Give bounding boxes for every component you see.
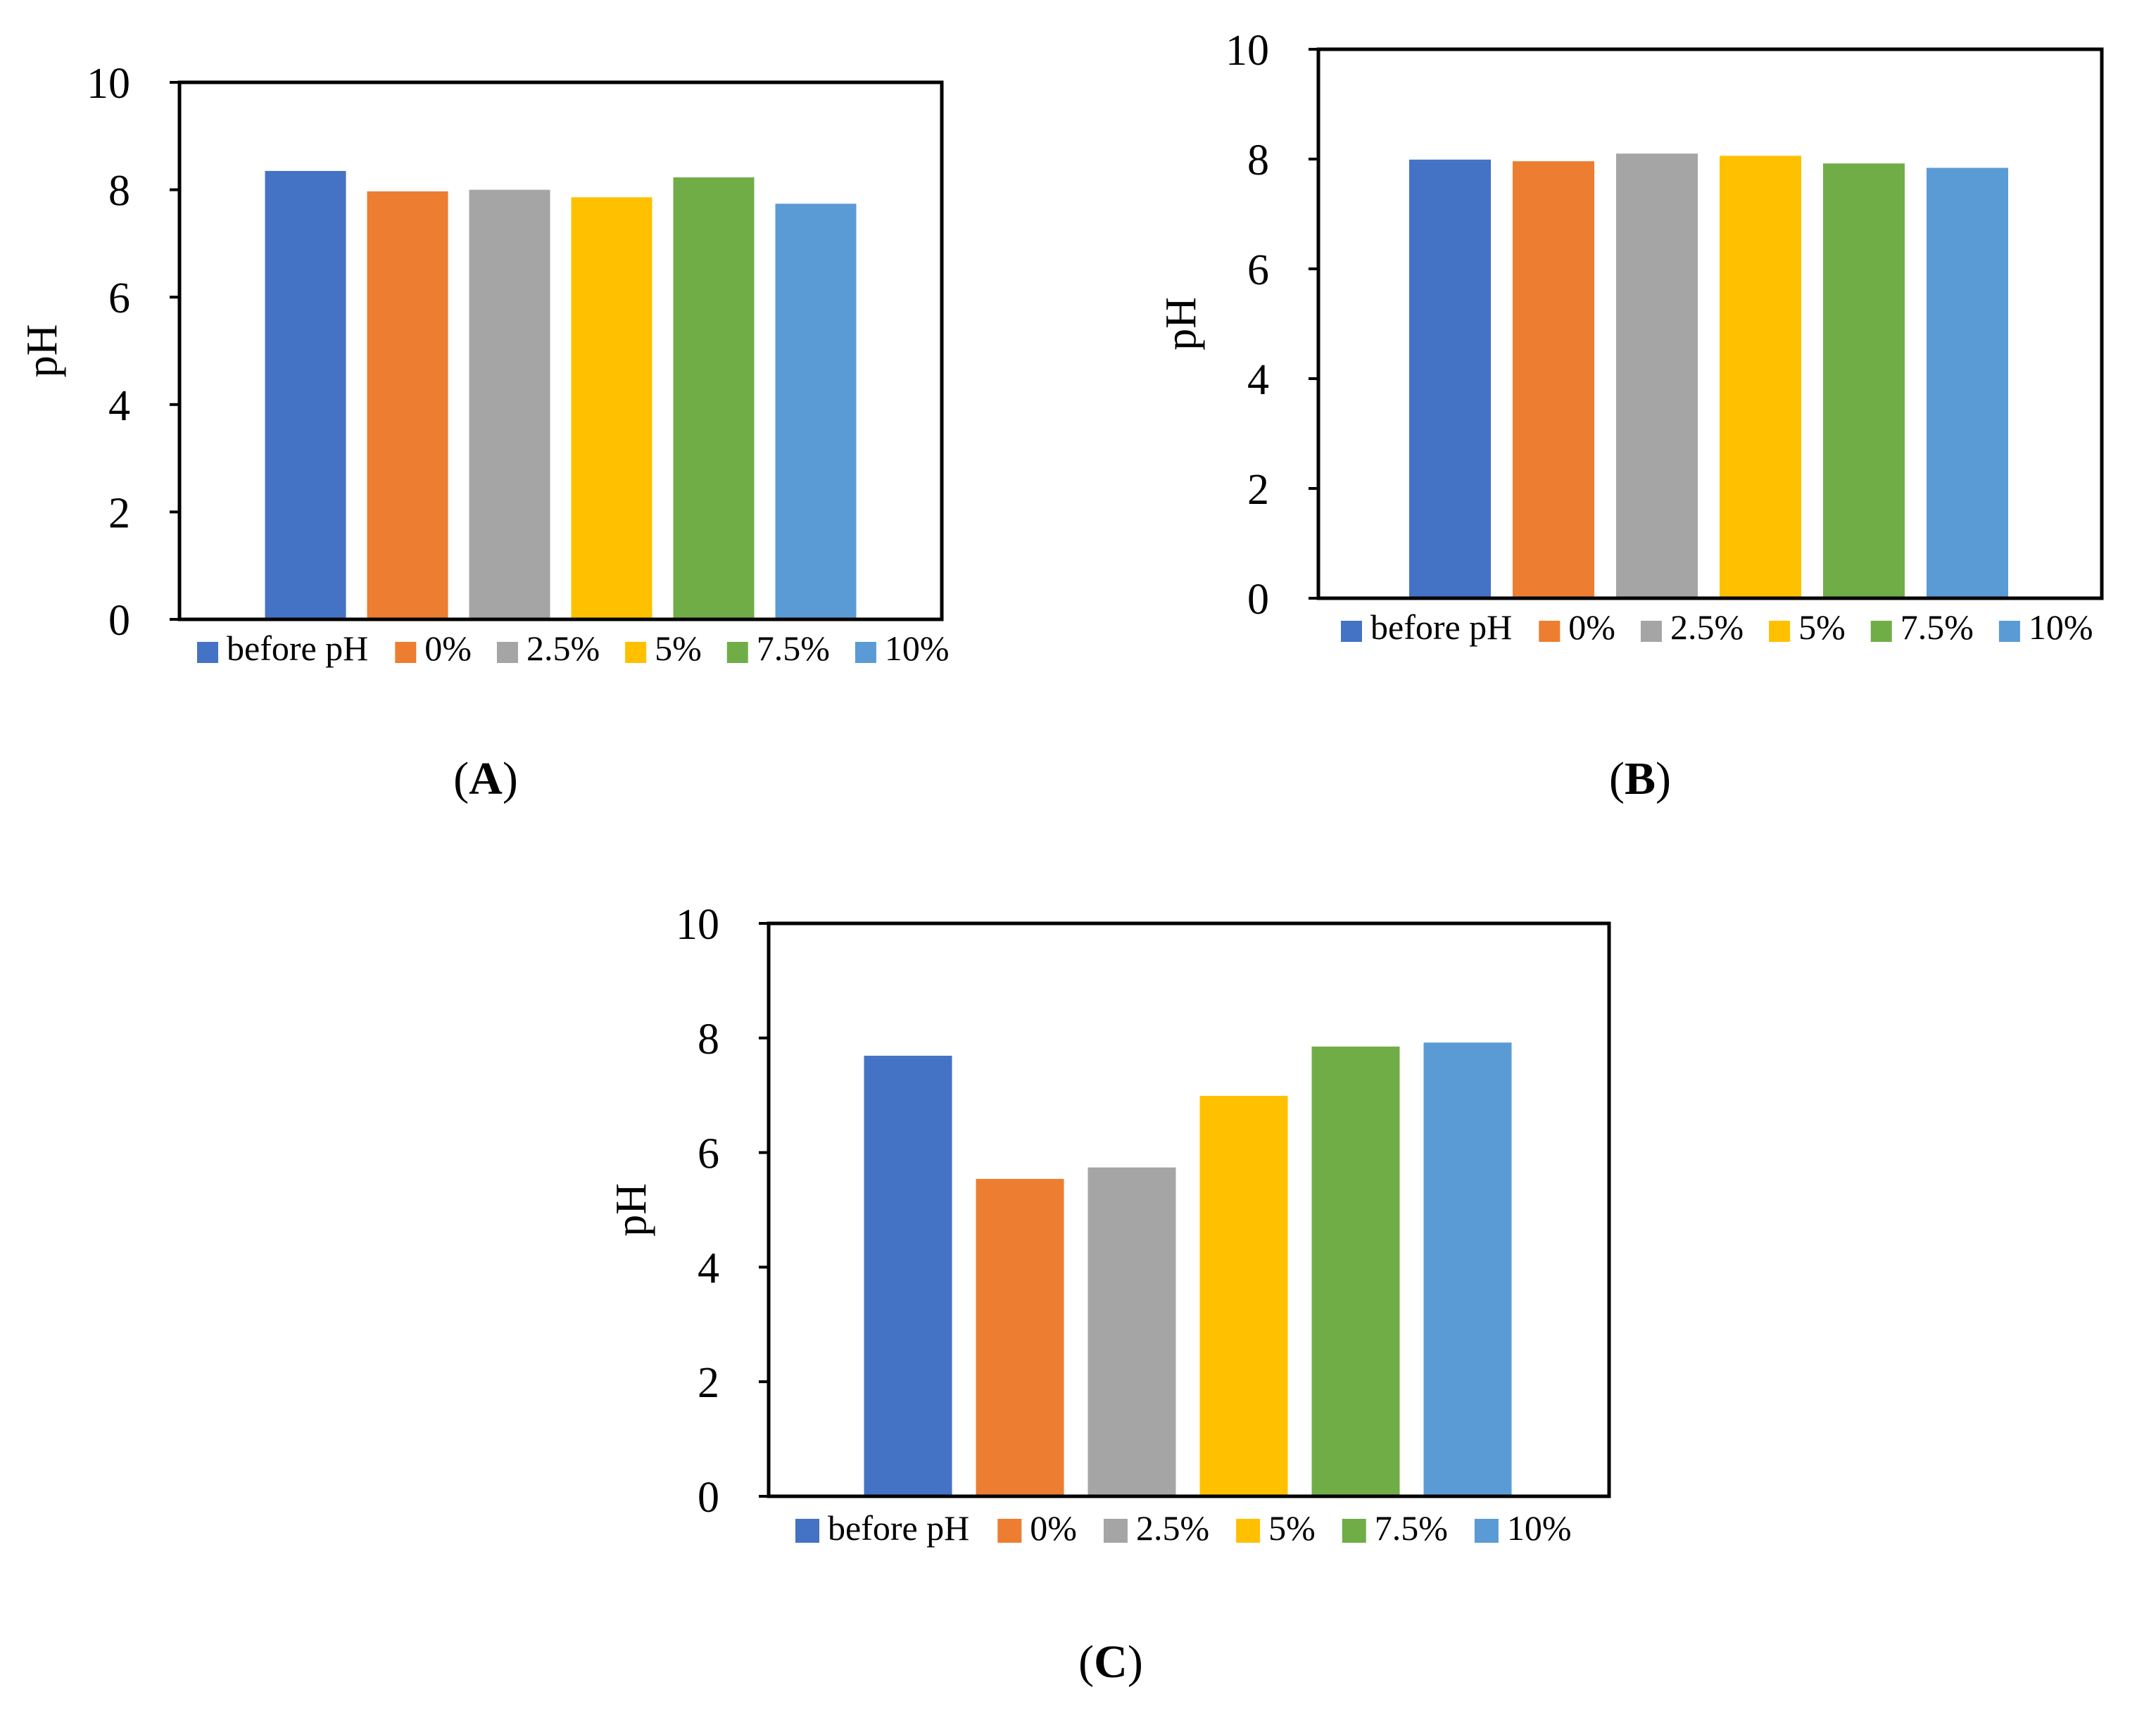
y-tick-label: 6 (698, 1130, 719, 1178)
legend-label: 2.5% (527, 629, 600, 668)
legend-swatch (997, 1519, 1022, 1543)
bar-c-2 (1088, 1167, 1176, 1496)
panel-label-b: (B) (1609, 753, 1671, 804)
plot-frame (767, 921, 1611, 1498)
y-tick-label: 2 (698, 1359, 719, 1407)
bar-b-2 (1616, 153, 1698, 598)
legend-label: 0% (424, 629, 472, 668)
legend-label: 5% (1268, 1508, 1316, 1548)
y-tick-label: 8 (1247, 137, 1269, 184)
bar-c-3 (1199, 1096, 1288, 1496)
y-tick-label: 0 (698, 1474, 719, 1522)
legend-swatch (1342, 1519, 1366, 1543)
panel-label-a: (A) (453, 753, 518, 804)
bar-a-1 (367, 191, 448, 619)
panel-label-c: (C) (1078, 1636, 1143, 1688)
y-axis-title: pH (18, 324, 66, 378)
y-axis-title: pH (1157, 297, 1205, 350)
bar-b-1 (1513, 161, 1594, 598)
legend-swatch (1998, 621, 2020, 642)
legend-swatch (1103, 1519, 1128, 1543)
bar-a-3 (571, 197, 653, 620)
legend-swatch (1870, 621, 1892, 642)
y-tick-label: 2 (1247, 466, 1269, 514)
legend-label: 10% (1507, 1508, 1572, 1548)
legend: before pH 0% 2.5% 5% 7.5% 10% (197, 629, 950, 668)
legend-label: 2.5% (1136, 1508, 1209, 1548)
legend-label: 0% (1030, 1508, 1077, 1548)
chart-panel-c: 0 2 4 6 8 10 pH before pH 0% 2.5% 5% 7.5% 10% (C) (607, 901, 1611, 1688)
y-tick-label: 0 (108, 597, 130, 645)
chart-panel-b: 0 2 4 6 8 10 pH before pH 0% 2.5% 5% 7.5% 10% (B) (1157, 27, 2104, 804)
y-tick-label: 2 (108, 489, 130, 537)
legend-swatch (1539, 621, 1561, 642)
bar-c-4 (1311, 1047, 1400, 1496)
legend-label: 5% (655, 629, 702, 668)
legend-swatch (726, 642, 748, 663)
plot-frame (1316, 47, 2104, 600)
legend-swatch (855, 642, 876, 663)
y-tick-label: 0 (1247, 576, 1269, 624)
bar-c-1 (976, 1179, 1064, 1496)
y-tick-label: 10 (87, 60, 130, 108)
legend: before pH 0% 2.5% 5% 7.5% 10% (795, 1508, 1572, 1548)
y-tick-label: 6 (1247, 246, 1269, 294)
legend-swatch (197, 642, 218, 663)
legend-label: 0% (1568, 607, 1615, 647)
y-tick-label: 10 (676, 901, 719, 949)
legend-label: 2.5% (1670, 607, 1744, 647)
plot-frame (177, 80, 944, 621)
legend-swatch (1640, 621, 1662, 642)
legend-label: before pH (227, 629, 368, 668)
y-tick-label: 4 (1247, 356, 1269, 404)
y-tick-label: 4 (698, 1244, 719, 1292)
y-tick-label: 4 (108, 382, 130, 430)
bar-b-5 (1927, 168, 2008, 599)
legend-label: 7.5% (757, 629, 830, 668)
legend-label: 7.5% (1375, 1508, 1448, 1548)
bar-b-4 (1823, 163, 1905, 599)
legend-swatch (1236, 1519, 1261, 1543)
legend-label: 10% (2029, 607, 2093, 647)
legend-swatch (1769, 621, 1791, 642)
legend-label: before pH (828, 1508, 969, 1548)
legend-swatch (395, 642, 417, 663)
y-tick-label: 8 (108, 168, 130, 215)
legend-label: before pH (1370, 607, 1512, 647)
bar-b-3 (1720, 156, 1801, 598)
y-tick-label: 6 (108, 274, 130, 322)
y-axis-title: pH (607, 1183, 655, 1237)
bar-a-0 (265, 170, 346, 619)
bar-c-5 (1423, 1042, 1512, 1496)
chart-panel-a: 0 2 4 6 8 10 pH before pH 0% 2.5% 5% 7.5% 10% (A) (18, 60, 950, 804)
legend-swatch (1474, 1519, 1499, 1543)
bar-b-0 (1409, 159, 1491, 598)
bar-c-0 (864, 1056, 952, 1496)
legend: before pH 0% 2.5% 5% 7.5% 10% (1341, 607, 2093, 647)
bar-a-5 (775, 203, 857, 619)
y-tick-label: 8 (698, 1016, 719, 1063)
legend-label: 5% (1798, 607, 1846, 647)
legend-swatch (496, 642, 518, 663)
legend-label: 10% (885, 629, 950, 668)
bar-a-4 (673, 177, 755, 619)
bar-a-2 (469, 189, 550, 620)
y-tick-label: 10 (1225, 27, 1269, 75)
legend-swatch (625, 642, 647, 663)
legend-label: 7.5% (1900, 607, 1974, 647)
legend-swatch (1341, 621, 1362, 642)
legend-swatch (795, 1519, 819, 1543)
